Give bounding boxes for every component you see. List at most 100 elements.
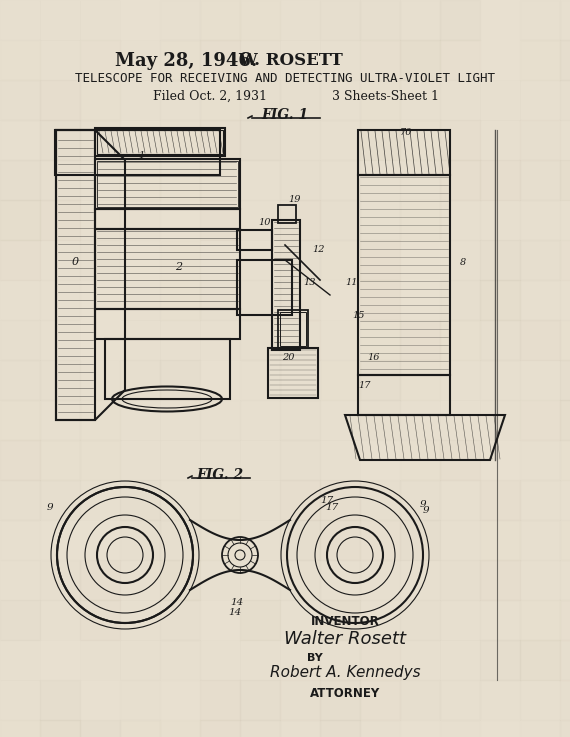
Bar [240,80,280,120]
Bar [40,480,80,520]
Bar [400,680,440,720]
Bar [480,0,520,40]
Bar [95,209,240,229]
Bar [440,200,480,240]
Bar [360,280,400,320]
Bar [40,40,80,80]
Bar [320,280,360,320]
Bar [40,680,80,720]
Bar [280,480,320,520]
Bar [560,40,570,80]
Bar [120,400,160,440]
Bar [520,40,560,80]
Bar [240,240,280,280]
Bar [120,0,160,40]
Bar [560,280,570,320]
Bar [80,0,120,40]
Bar [240,480,280,520]
Bar [80,40,120,80]
Bar [200,440,240,480]
Bar [240,120,280,160]
Bar [280,720,320,737]
Bar [160,240,200,280]
Bar [0,40,40,80]
Text: BY: BY [307,653,323,663]
Bar [320,240,360,280]
Bar [560,80,570,120]
Bar [440,720,480,737]
Text: ATTORNEY: ATTORNEY [310,687,380,700]
Bar [440,240,480,280]
Bar [160,40,200,80]
Bar [280,280,320,320]
Bar [120,440,160,480]
Bar [0,240,40,280]
Bar [440,280,480,320]
Bar [105,339,230,399]
Bar [520,280,560,320]
Bar [240,520,280,560]
Bar [400,40,440,80]
Bar [272,220,300,350]
Bar [480,360,520,400]
Bar [280,200,320,240]
Bar [97,130,223,154]
Bar [440,360,480,400]
Bar [120,280,160,320]
Bar [160,640,200,680]
Bar [120,200,160,240]
Bar [240,560,280,600]
Bar [80,160,120,200]
Bar [0,400,40,440]
Bar [520,560,560,600]
Bar [560,640,570,680]
Bar [120,240,160,280]
Text: 14: 14 [230,598,243,607]
Text: Walter Rosett: Walter Rosett [284,630,406,648]
Bar [80,320,120,360]
Bar [480,120,520,160]
Bar [120,80,160,120]
Bar [480,480,520,520]
Bar [360,160,400,200]
Bar [120,600,160,640]
Bar [0,720,40,737]
Bar [360,360,400,400]
Bar [0,640,40,680]
Bar [360,40,400,80]
Bar [240,440,280,480]
Bar [200,680,240,720]
Bar [560,240,570,280]
Text: 19: 19 [288,195,300,204]
Bar [0,0,40,40]
Text: TELESCOPE FOR RECEIVING AND DETECTING ULTRA-VIOLET LIGHT: TELESCOPE FOR RECEIVING AND DETECTING UL… [75,72,495,85]
Bar [0,160,40,200]
Bar [400,360,440,400]
Bar [480,520,520,560]
Bar [280,600,320,640]
Bar [40,0,80,40]
Bar [160,200,200,240]
Bar [200,600,240,640]
Text: 0: 0 [72,257,79,267]
Bar [40,240,80,280]
Bar [360,400,400,440]
Bar [40,80,80,120]
Bar [200,240,240,280]
Bar [480,280,520,320]
Bar [95,159,240,209]
Bar [560,520,570,560]
Bar [280,320,320,360]
Bar [400,160,440,200]
Bar [240,360,280,400]
Bar [120,640,160,680]
Bar [480,240,520,280]
Bar [40,440,80,480]
Bar [400,120,440,160]
Bar [560,160,570,200]
Bar [480,320,520,360]
Bar [560,680,570,720]
Bar [320,600,360,640]
Bar [358,375,450,415]
Bar [120,720,160,737]
